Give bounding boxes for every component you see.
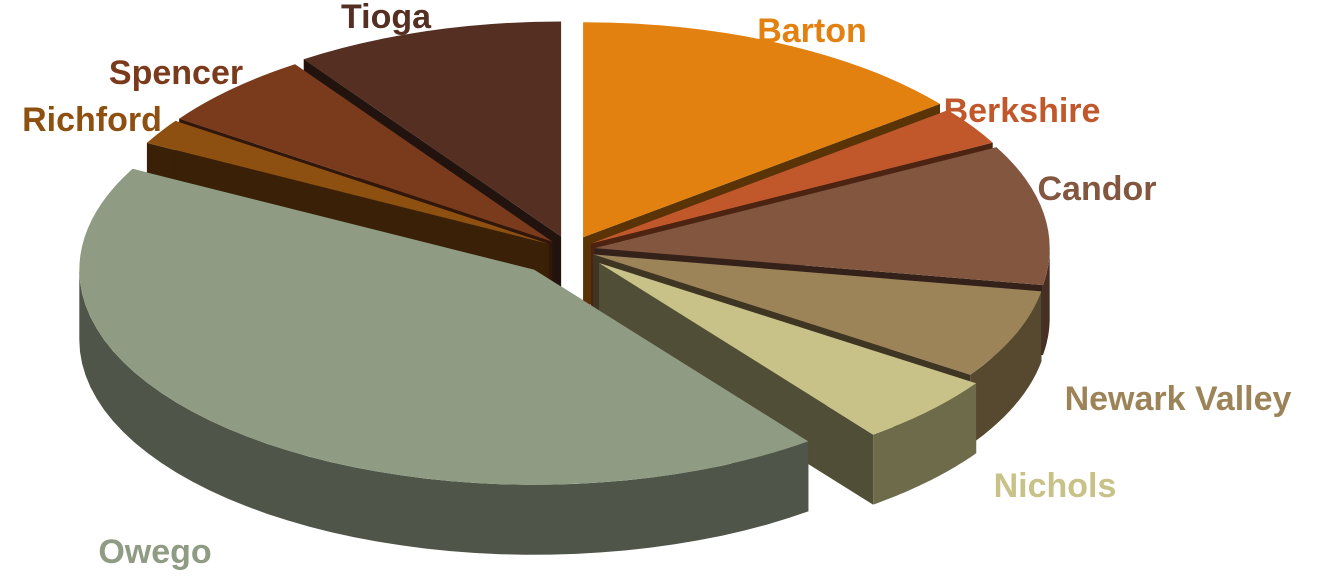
slice-wall-owego <box>79 269 809 555</box>
slice-tioga <box>303 21 562 237</box>
slice-berkshire <box>590 110 993 244</box>
slice-spencer <box>179 64 553 242</box>
slice-label-tioga: Tioga <box>341 0 432 36</box>
slice-label-berkshire: Berkshire <box>944 92 1101 130</box>
slice-label-richford: Richford <box>22 101 162 139</box>
slice-wall-newark-valley <box>970 291 1042 445</box>
slice-wall-nichols <box>873 383 977 505</box>
slice-barton <box>583 22 940 238</box>
slice-wall-candor <box>1042 248 1050 356</box>
slice-label-newark-valley: Newark Valley <box>1065 380 1292 418</box>
slice-label-nichols: Nichols <box>994 467 1117 505</box>
slice-label-spencer: Spencer <box>109 54 243 92</box>
slice-owego <box>79 168 809 485</box>
slice-nichols <box>599 263 977 435</box>
slice-richford <box>146 120 549 244</box>
slice-label-candor: Candor <box>1038 170 1157 208</box>
slice-label-owego: Owego <box>98 533 211 571</box>
slice-newark-valley <box>593 254 1042 375</box>
slice-label-barton: Barton <box>757 12 867 50</box>
slice-candor <box>594 147 1050 286</box>
